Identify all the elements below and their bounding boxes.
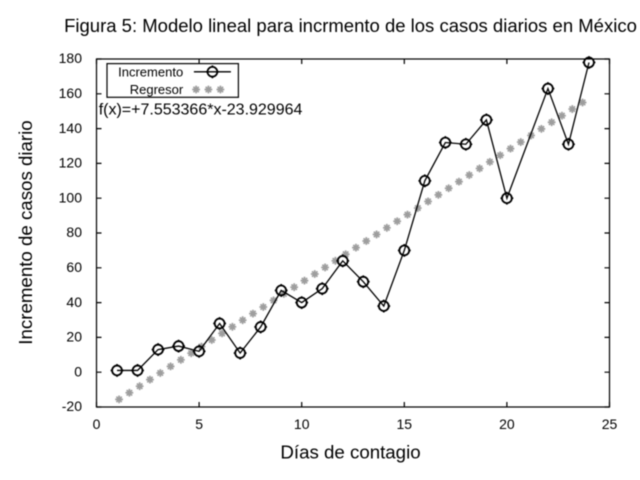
svg-text:40: 40 [66, 294, 82, 310]
svg-text:20: 20 [66, 329, 82, 345]
svg-text:100: 100 [59, 189, 83, 205]
svg-text:Figura 5: Modelo lineal para i: Figura 5: Modelo lineal para incrmento d… [64, 15, 637, 36]
svg-text:Días de contagio: Días de contagio [280, 442, 420, 463]
svg-text:25: 25 [602, 416, 618, 432]
svg-text:Incremento: Incremento [118, 64, 183, 79]
svg-text:20: 20 [499, 416, 515, 432]
svg-text:Incremento de casos diario: Incremento de casos diario [15, 120, 36, 344]
svg-text:f(x)=+7.553366*x-23.929964: f(x)=+7.553366*x-23.929964 [99, 102, 303, 119]
svg-text:5: 5 [195, 416, 203, 432]
svg-text:80: 80 [66, 224, 82, 240]
svg-text:Regresor: Regresor [130, 82, 184, 97]
svg-text:10: 10 [294, 416, 310, 432]
svg-text:180: 180 [59, 50, 83, 66]
svg-text:160: 160 [59, 85, 83, 101]
svg-text:120: 120 [59, 155, 83, 171]
svg-text:140: 140 [59, 120, 83, 136]
svg-text:0: 0 [74, 363, 82, 379]
svg-text:0: 0 [93, 416, 101, 432]
svg-text:60: 60 [66, 259, 82, 275]
svg-text:15: 15 [397, 416, 413, 432]
svg-text:-20: -20 [62, 398, 82, 414]
